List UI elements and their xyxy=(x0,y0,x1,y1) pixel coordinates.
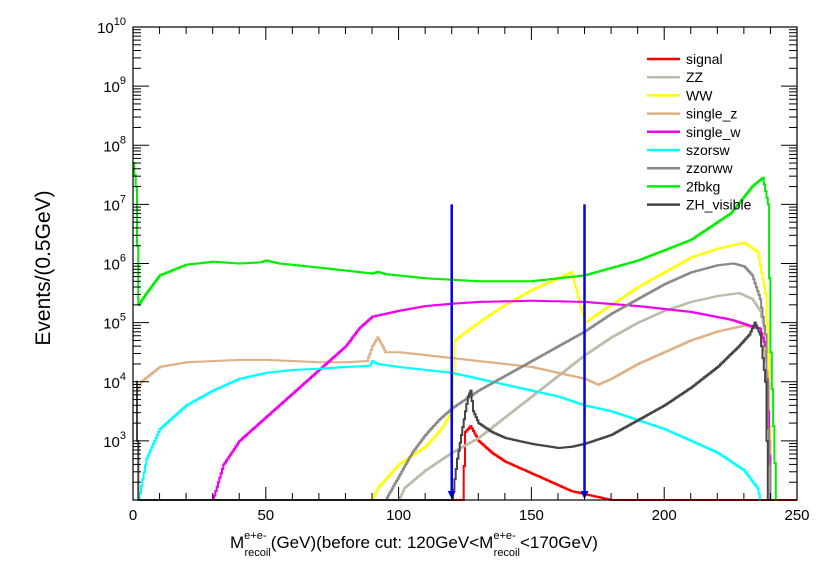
y-axis-label: Events/(0.5GeV) xyxy=(32,190,55,345)
legend-label-zh-visible: ZH_visible xyxy=(686,197,752,213)
x-tick-label: 250 xyxy=(784,507,809,524)
legend-label-signal: signal xyxy=(686,51,723,67)
legend-label-zzorww: zzorww xyxy=(686,160,734,176)
x-tick-label: 150 xyxy=(519,507,544,524)
y-tick-label: 104 xyxy=(103,371,126,392)
series-single-w-line xyxy=(212,299,772,501)
y-tick-label: 105 xyxy=(103,312,126,333)
y-tick-label: 107 xyxy=(103,193,126,214)
series-ww-line xyxy=(372,241,772,501)
series-szorsw-line xyxy=(138,360,762,501)
y-tick-label: 109 xyxy=(103,75,126,96)
legend-label-single-z: single_z xyxy=(686,106,737,122)
x-axis-label: Me+e-recoil(GeV)(before cut: 120GeV<Me+e… xyxy=(230,530,598,559)
legend-label-ww: WW xyxy=(686,87,713,103)
legend-label-zz: ZZ xyxy=(686,69,704,85)
x-tick-label: 50 xyxy=(257,507,274,524)
legend-label-2fbkg: 2fbkg xyxy=(686,178,720,194)
x-axis-ticks: 0 50 100 150 200 250 xyxy=(129,27,810,524)
x-tick-label: 100 xyxy=(386,507,411,524)
series-single-z-line xyxy=(135,324,772,501)
series-2fbkg-line xyxy=(133,162,778,501)
y-axis-ticks: 103 104 105 106 107 108 109 1010 xyxy=(97,16,797,483)
y-tick-label: 1010 xyxy=(97,16,126,37)
legend-label-single-w: single_w xyxy=(686,124,741,140)
y-tick-label: 103 xyxy=(103,430,126,451)
x-tick-label: 200 xyxy=(652,507,677,524)
y-tick-label: 106 xyxy=(103,253,126,274)
y-tick-label: 108 xyxy=(103,134,126,155)
legend-label-szorsw: szorsw xyxy=(686,142,730,158)
x-tick-label: 0 xyxy=(129,507,137,524)
series-zzorww-line xyxy=(385,262,772,501)
